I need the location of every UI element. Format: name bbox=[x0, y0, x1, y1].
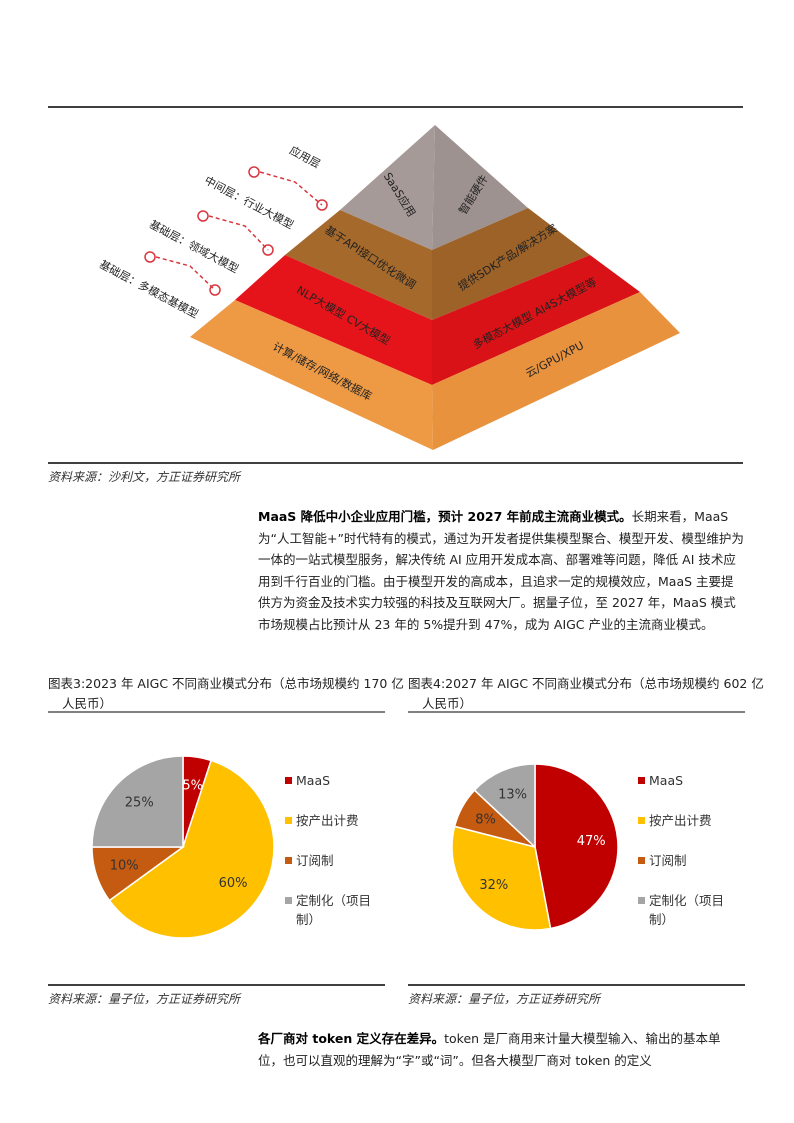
callouts bbox=[144, 166, 328, 296]
pyramid-face bbox=[432, 292, 680, 450]
legend-label: 定制化（项目制） bbox=[649, 893, 725, 927]
paragraph-lead: MaaS 降低中小企业应用门槛，预计 2027 年前成主流商业模式。 bbox=[258, 509, 632, 524]
legend-label: MaaS bbox=[296, 773, 331, 788]
paragraph-body: 长期来看，MaaS 为“人工智能+”时代特有的模式，通过为开发者提供集模型聚合、… bbox=[258, 509, 744, 632]
data-label: 10% bbox=[110, 859, 139, 874]
legend-swatch bbox=[285, 897, 292, 904]
pyramid-face bbox=[190, 300, 433, 450]
pyramid-face bbox=[432, 255, 640, 385]
legend-swatch bbox=[638, 897, 645, 904]
legend-swatch bbox=[638, 817, 645, 824]
legend-label: 按产出计费 bbox=[649, 813, 712, 828]
source: 资料来源：量子位，方正证券研究所 bbox=[408, 992, 601, 1006]
data-label: 8% bbox=[475, 812, 496, 827]
legend-swatch bbox=[638, 857, 645, 864]
legend-swatch bbox=[285, 857, 292, 864]
legend-swatch bbox=[285, 817, 292, 824]
source: 资料来源：量子位，方正证券研究所 bbox=[48, 992, 241, 1006]
figure-title: 图表3:2023 年 AIGC 不同商业模式分布（总市场规模约 170 亿人民币… bbox=[48, 676, 404, 711]
pyramid-face bbox=[235, 255, 432, 385]
figure-title: 图表4:2027 年 AIGC 不同商业模式分布（总市场规模约 602 亿人民币… bbox=[408, 676, 764, 711]
data-label: 32% bbox=[479, 878, 508, 893]
paragraph-lead: 各厂商对 token 定义存在差异。 bbox=[258, 1031, 445, 1046]
paragraph-body: token 是厂商用来计量大模型输入、输出的基本单位，也可以直观的理解为“字”或… bbox=[258, 1031, 721, 1068]
pie-slice bbox=[91, 755, 184, 848]
data-label: 47% bbox=[577, 834, 606, 849]
data-label: 25% bbox=[125, 796, 154, 811]
paragraph: MaaS 降低中小企业应用门槛，预计 2027 年前成主流商业模式。长期来看，M… bbox=[258, 506, 744, 636]
pyramid-face bbox=[432, 125, 528, 250]
pyramid: SaaS应用 智能硬件 基于API接口优化微调 提供SDK产品/解决方案 NLP… bbox=[97, 125, 680, 450]
legend-label: 订阅制 bbox=[296, 853, 334, 868]
pyramid-face bbox=[340, 125, 435, 250]
legend-label: 订阅制 bbox=[649, 853, 687, 868]
pie-slice bbox=[451, 825, 552, 931]
legend-swatch bbox=[638, 777, 645, 784]
pyramid-face bbox=[432, 208, 590, 320]
pie-slice bbox=[108, 759, 275, 939]
pyramid-face bbox=[285, 210, 432, 320]
legend-swatch bbox=[285, 777, 292, 784]
data-label: 60% bbox=[219, 876, 248, 891]
legend-label: MaaS bbox=[649, 773, 684, 788]
side-label: 应用层 bbox=[287, 143, 323, 171]
data-label: 5% bbox=[182, 778, 203, 793]
side-label: 基础层：多模态基模型 bbox=[97, 257, 201, 321]
source: 资料来源：沙利文，方正证券研究所 bbox=[48, 470, 241, 484]
side-label: 中间层：行业大模型 bbox=[202, 173, 296, 232]
legend-label: 定制化（项目制） bbox=[296, 893, 372, 927]
pie-slice bbox=[534, 763, 619, 930]
data-label: 13% bbox=[498, 788, 527, 803]
pie-slice bbox=[473, 763, 536, 849]
legend-label: 按产出计费 bbox=[296, 813, 359, 828]
side-label: 基础层：领域大模型 bbox=[147, 217, 241, 276]
paragraph: 各厂商对 token 定义存在差异。token 是厂商用来计量大模型输入、输出的… bbox=[258, 1028, 744, 1071]
